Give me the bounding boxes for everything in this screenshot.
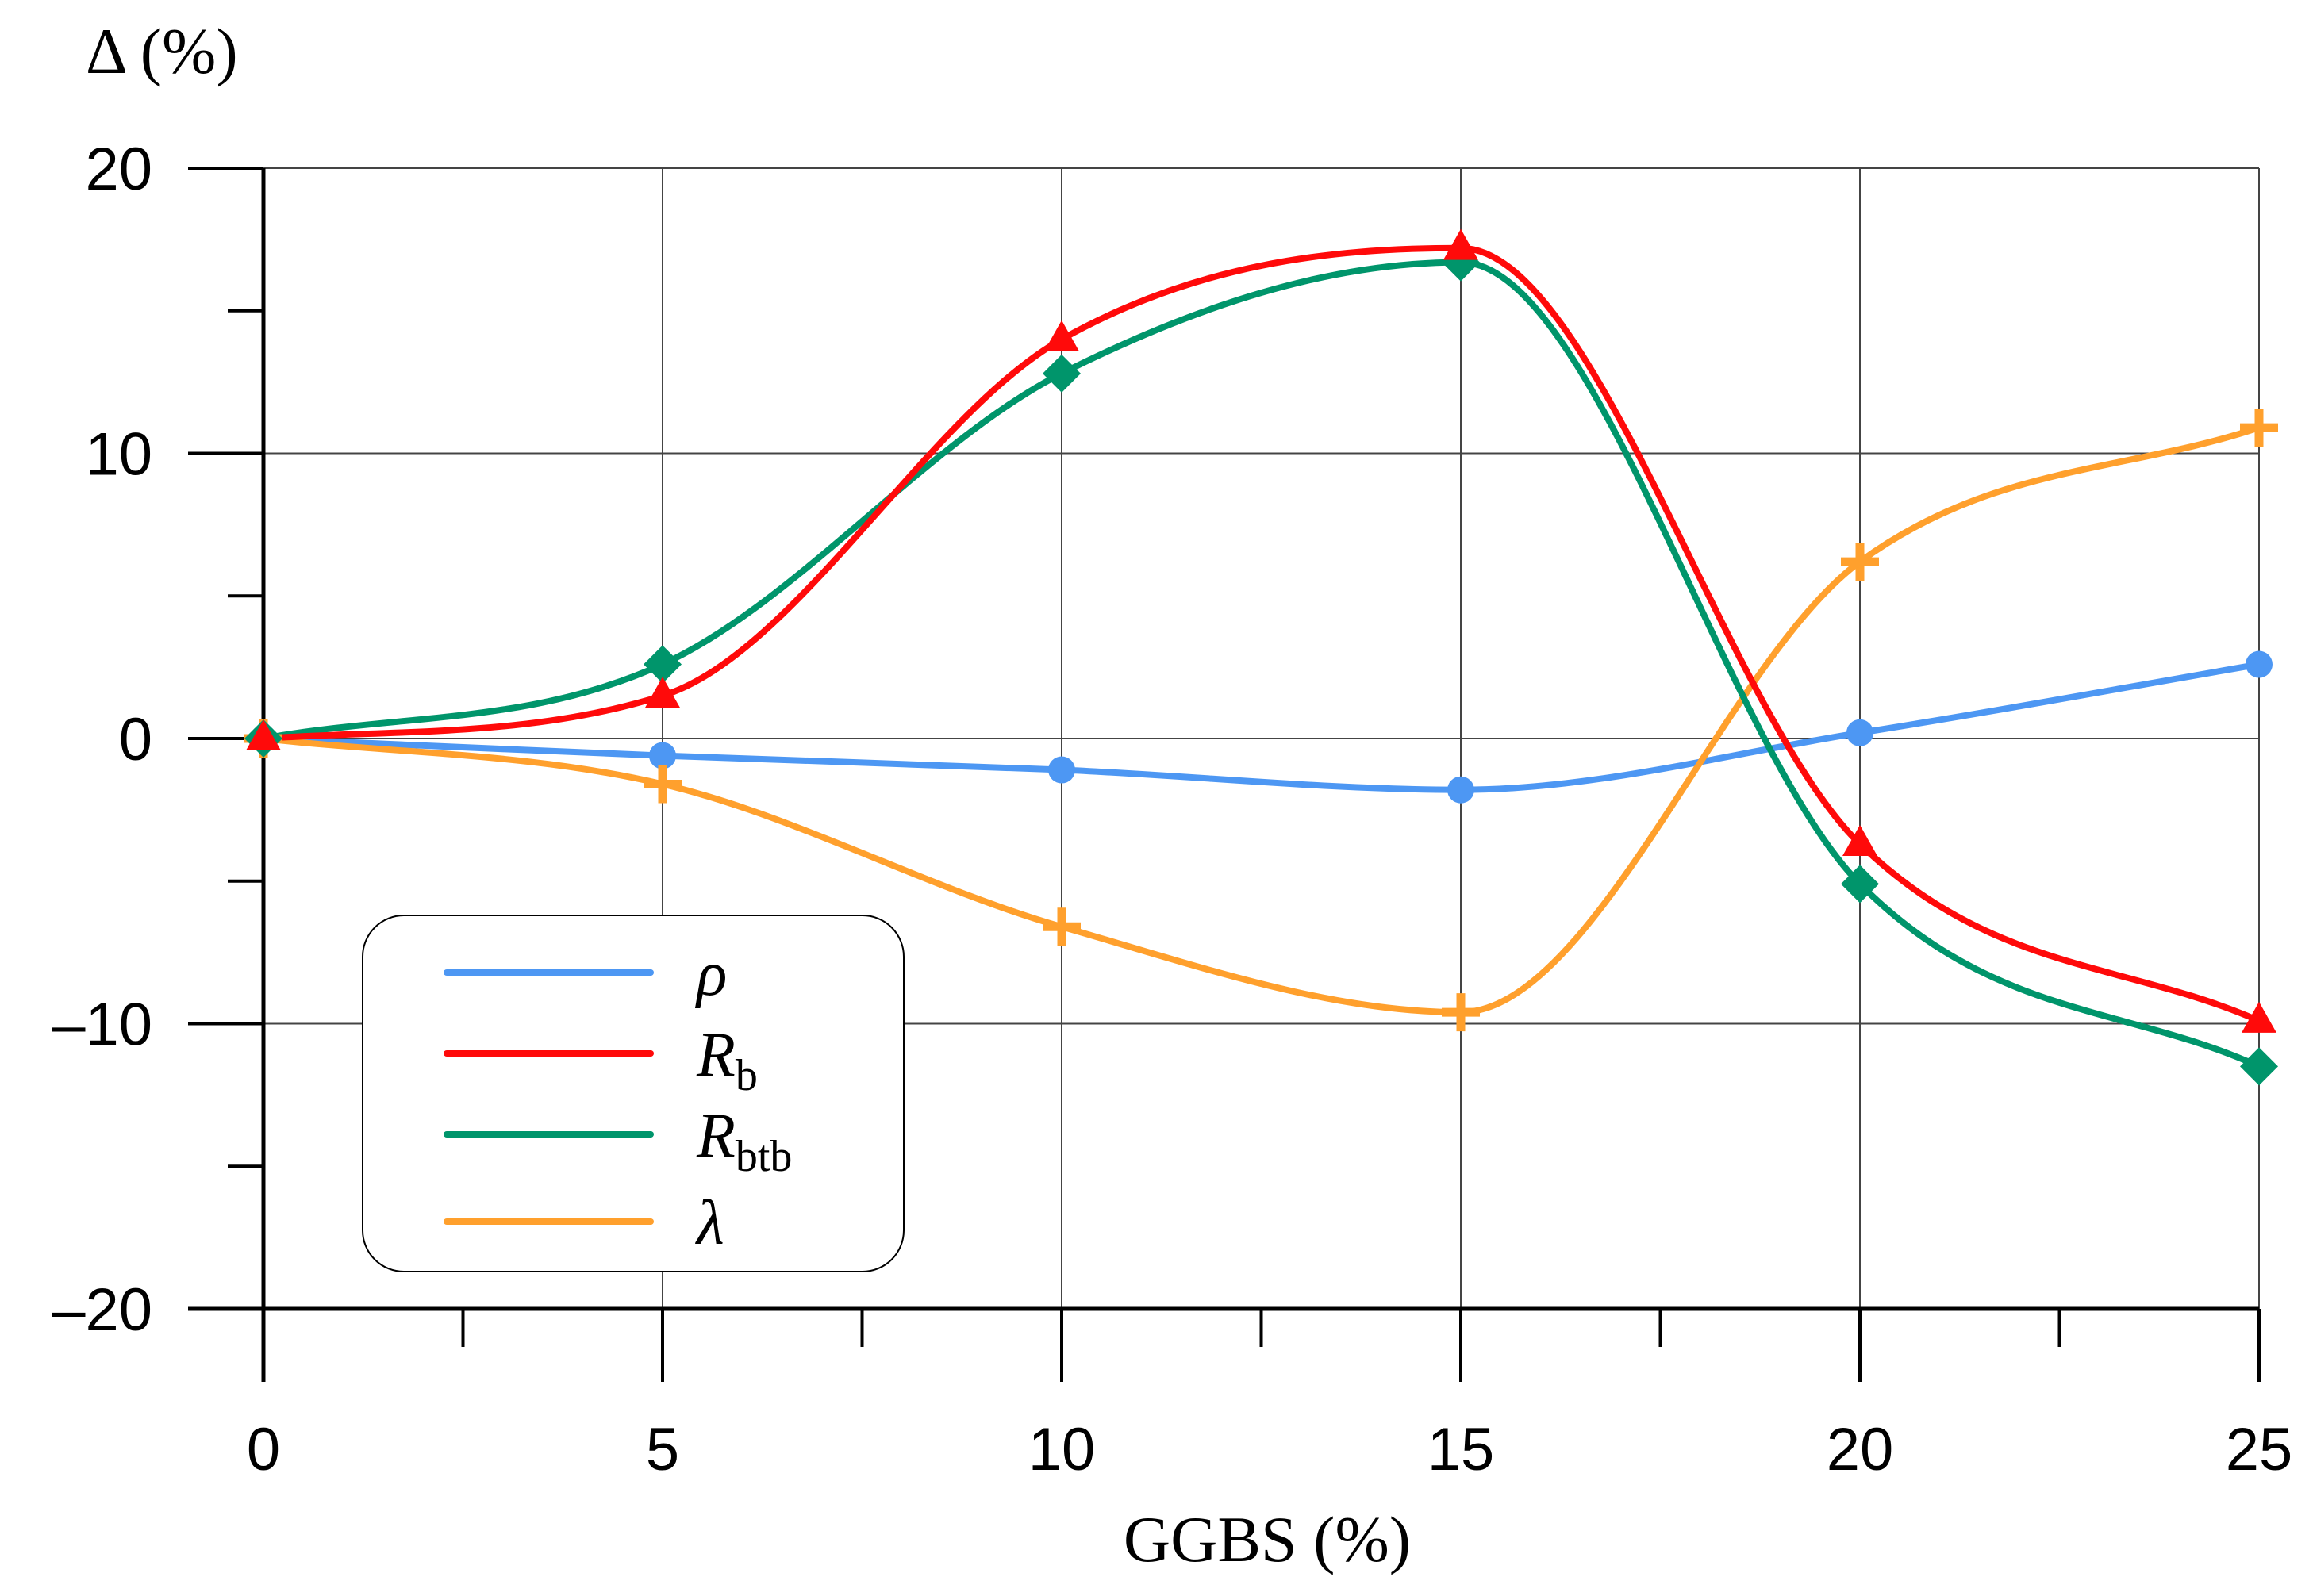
data-point-Rb-2 xyxy=(1044,320,1079,351)
legend-subscript: b xyxy=(736,1051,758,1100)
data-point-λ-2 xyxy=(1043,907,1081,946)
y-tick-label: 20 xyxy=(85,136,152,203)
data-point-ρ-1 xyxy=(649,742,676,769)
data-point-ρ-5 xyxy=(2246,650,2273,678)
series-line-ρ xyxy=(260,661,2262,793)
y-tick-labels: –20 –10 0 10 20 xyxy=(52,136,152,1344)
series-line-Rb xyxy=(260,244,2262,1024)
x-tick-label: 25 xyxy=(2226,1416,2293,1483)
data-point-Rbtb-2 xyxy=(1043,354,1081,393)
legend-label-λ: λ xyxy=(695,1188,724,1258)
data-point-ρ-4 xyxy=(1846,719,1873,746)
data-point-ρ-3 xyxy=(1447,776,1474,804)
x-tick-label: 5 xyxy=(646,1416,679,1483)
data-point-ρ-2 xyxy=(1048,756,1075,784)
x-tick-label: 15 xyxy=(1427,1416,1495,1483)
x-tick-label: 10 xyxy=(1028,1416,1096,1483)
legend-box xyxy=(362,915,905,1272)
x-tick-label: 20 xyxy=(1827,1416,1894,1483)
legend-label-ρ: ρ xyxy=(694,939,727,1009)
data-point-Rb-3 xyxy=(1443,228,1478,260)
data-point-Rbtb-4 xyxy=(1841,865,1879,904)
y-tick-label: 0 xyxy=(119,706,152,773)
data-point-Rb-5 xyxy=(2242,1001,2276,1033)
x-tick-labels: 0 5 10 15 20 25 xyxy=(247,1416,2292,1483)
series xyxy=(244,228,2278,1086)
x-axis-title: GGBS (%) xyxy=(1124,1503,1411,1575)
data-point-Rb-4 xyxy=(1842,825,1877,857)
y-tick-label: –10 xyxy=(52,992,152,1059)
data-point-λ-3 xyxy=(1442,993,1480,1032)
data-point-λ-4 xyxy=(1841,543,1879,581)
data-point-Rb-1 xyxy=(645,677,680,708)
data-point-Rbtb-1 xyxy=(644,645,682,684)
series-line-λ xyxy=(260,424,2262,1016)
x-tick-label: 0 xyxy=(247,1416,280,1483)
y-tick-label: 10 xyxy=(85,421,152,489)
data-point-λ-5 xyxy=(2240,409,2278,447)
y-tick-label: –20 xyxy=(52,1276,152,1344)
data-point-λ-1 xyxy=(644,765,682,804)
data-point-Rb-0 xyxy=(246,719,281,750)
legend-subscript: btb xyxy=(736,1132,793,1181)
y-axis-title: Δ (%) xyxy=(86,15,238,87)
data-point-Rbtb-5 xyxy=(2240,1047,2278,1086)
